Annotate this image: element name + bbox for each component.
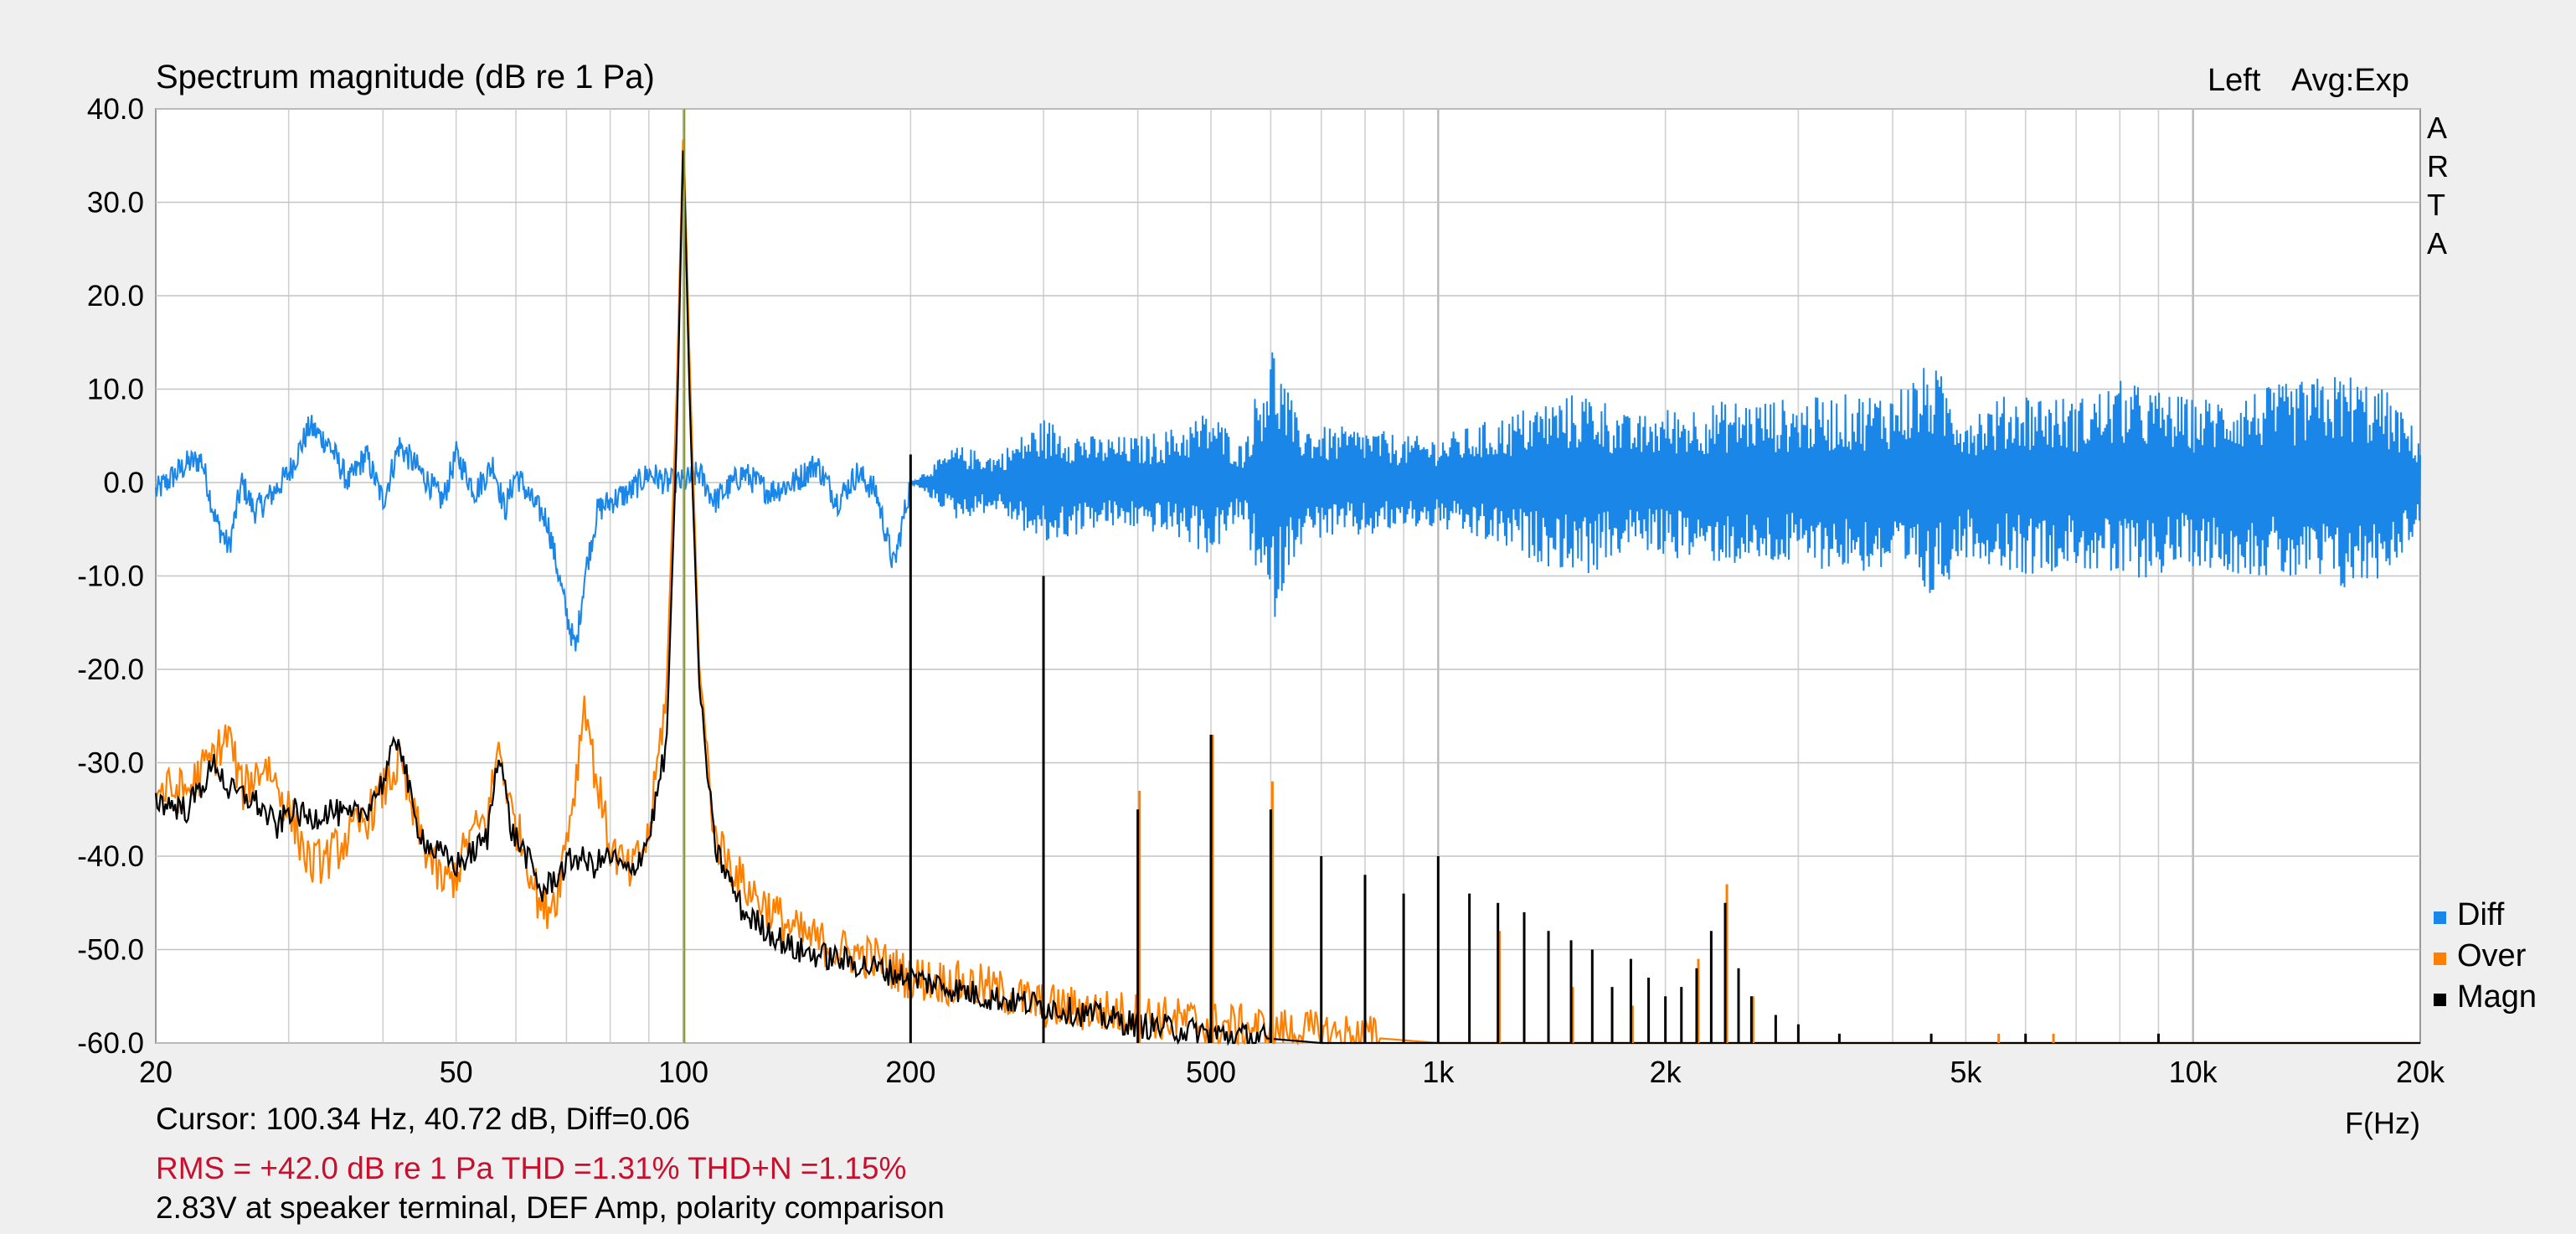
x-tick-label: 20k (2396, 1055, 2445, 1089)
legend-label: Magn (2457, 979, 2537, 1015)
brand-letter: R (2427, 149, 2449, 183)
y-tick-label: 20.0 (87, 280, 144, 312)
legend-swatch (2434, 994, 2446, 1006)
averaging-label: Avg:Exp (2291, 63, 2409, 98)
channel-label: Left (2208, 63, 2261, 98)
x-tick-label: 10k (2169, 1055, 2218, 1089)
x-tick-label: 500 (1186, 1055, 1236, 1089)
legend-swatch (2434, 911, 2446, 924)
x-tick-label: 50 (440, 1055, 473, 1089)
y-tick-label: -10.0 (77, 560, 144, 593)
x-tick-label: 20 (139, 1055, 173, 1089)
y-tick-label: 0.0 (103, 467, 144, 499)
x-tick-label: 200 (885, 1055, 935, 1089)
x-tick-label: 100 (658, 1055, 708, 1089)
y-tick-label: 30.0 (87, 187, 144, 219)
x-tick-label: 5k (1950, 1055, 1982, 1089)
legend-label: Over (2457, 938, 2527, 973)
x-tick-label: 2k (1650, 1055, 1682, 1089)
series-diff-line (155, 352, 2421, 652)
legend-label: Diff (2457, 897, 2505, 932)
series-magn-line (154, 150, 2420, 1046)
y-tick-label: -40.0 (77, 840, 144, 873)
x-axis-label: F(Hz) (2345, 1106, 2420, 1140)
measurement-note: 2.83V at speaker terminal, DEF Amp, pola… (156, 1190, 945, 1225)
brand-letter: A (2427, 111, 2447, 145)
y-tick-label: -20.0 (77, 653, 144, 686)
legend-swatch (2434, 953, 2446, 965)
x-tick-label: 1k (1422, 1055, 1455, 1089)
brand-letter: T (2427, 188, 2445, 222)
cursor-readout: Cursor: 100.34 Hz, 40.72 dB, Diff=0.06 (156, 1102, 690, 1136)
rms-thd-readout: RMS = +42.0 dB re 1 Pa THD =1.31% THD+N … (156, 1151, 907, 1185)
chart-title: Spectrum magnitude (dB re 1 Pa) (156, 59, 655, 96)
y-tick-label: -50.0 (77, 934, 144, 967)
y-tick-label: -30.0 (77, 747, 144, 780)
brand-letter: A (2427, 226, 2447, 261)
y-tick-label: 40.0 (87, 93, 144, 126)
y-tick-label: 10.0 (87, 374, 144, 406)
y-tick-label: -60.0 (77, 1027, 144, 1060)
